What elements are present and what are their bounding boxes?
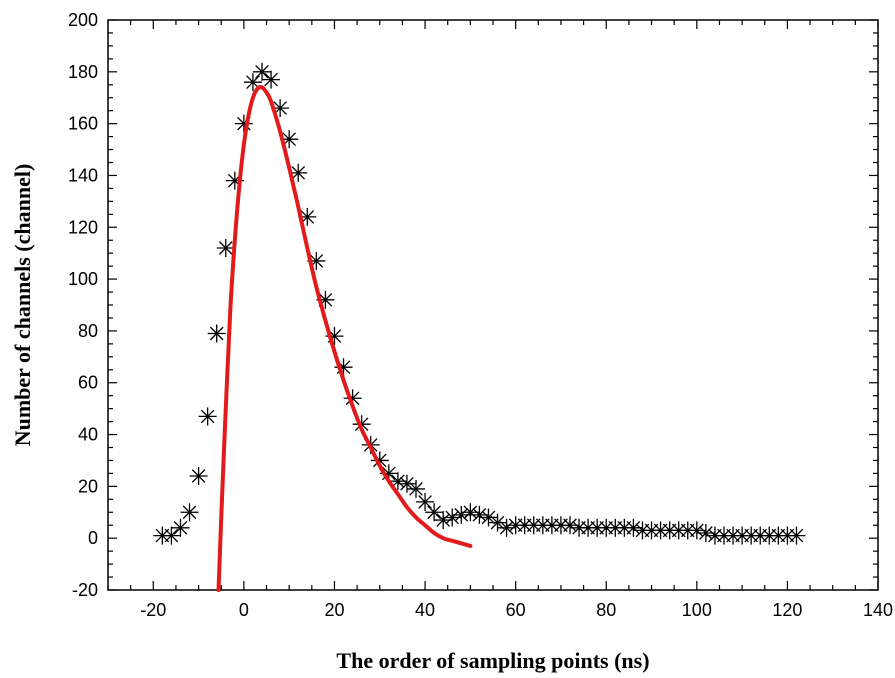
data-point [470, 505, 489, 524]
data-point [416, 492, 435, 511]
x-tick-label: 60 [506, 600, 526, 620]
data-point [198, 407, 217, 426]
y-tick-label: 160 [68, 114, 98, 134]
series-layer [153, 62, 806, 592]
scatter-series [153, 62, 806, 545]
data-point [253, 62, 271, 81]
y-tick-label: 100 [68, 269, 98, 289]
fit-curve [216, 85, 473, 592]
y-tick-label: 180 [68, 62, 98, 82]
data-point [488, 513, 507, 532]
data-point [397, 474, 416, 493]
y-tick-label: 80 [78, 321, 98, 341]
data-point [189, 467, 208, 485]
x-tick-label: -20 [140, 600, 166, 620]
x-tick-label: 120 [772, 600, 802, 620]
x-tick-label: 20 [324, 600, 344, 620]
data-point [425, 503, 444, 522]
data-point [407, 479, 425, 498]
x-tick-label: 80 [596, 600, 616, 620]
y-tick-label: 200 [68, 10, 98, 30]
data-point [180, 503, 199, 522]
y-tick-label: 40 [78, 425, 98, 445]
axis-ticks [107, 19, 879, 591]
y-tick-label: 140 [68, 165, 98, 185]
data-point [479, 508, 498, 527]
y-tick-label: 60 [78, 373, 98, 393]
y-tick-label: 120 [68, 217, 98, 237]
data-point [787, 526, 806, 545]
tick-labels: -20 0 20 40 60 80 100 120 140 -20 0 20 40 60 80 100 120 1… [68, 10, 893, 620]
y-tick-label: -20 [72, 580, 98, 600]
data-point [162, 526, 181, 545]
data-point [207, 324, 226, 343]
data-point [234, 114, 253, 133]
x-tick-label: 0 [239, 600, 249, 620]
y-axis-title: Number of channels (channel) [10, 164, 35, 447]
y-tick-label: 0 [88, 528, 98, 548]
data-point [262, 70, 281, 89]
x-tick-label: 100 [682, 600, 712, 620]
data-point [216, 239, 235, 257]
y-tick-label: 20 [78, 476, 98, 496]
x-axis-title: The order of sampling points (ns) [336, 648, 649, 673]
x-tick-label: 140 [863, 600, 893, 620]
x-tick-label: 40 [415, 600, 435, 620]
data-point [171, 518, 190, 537]
